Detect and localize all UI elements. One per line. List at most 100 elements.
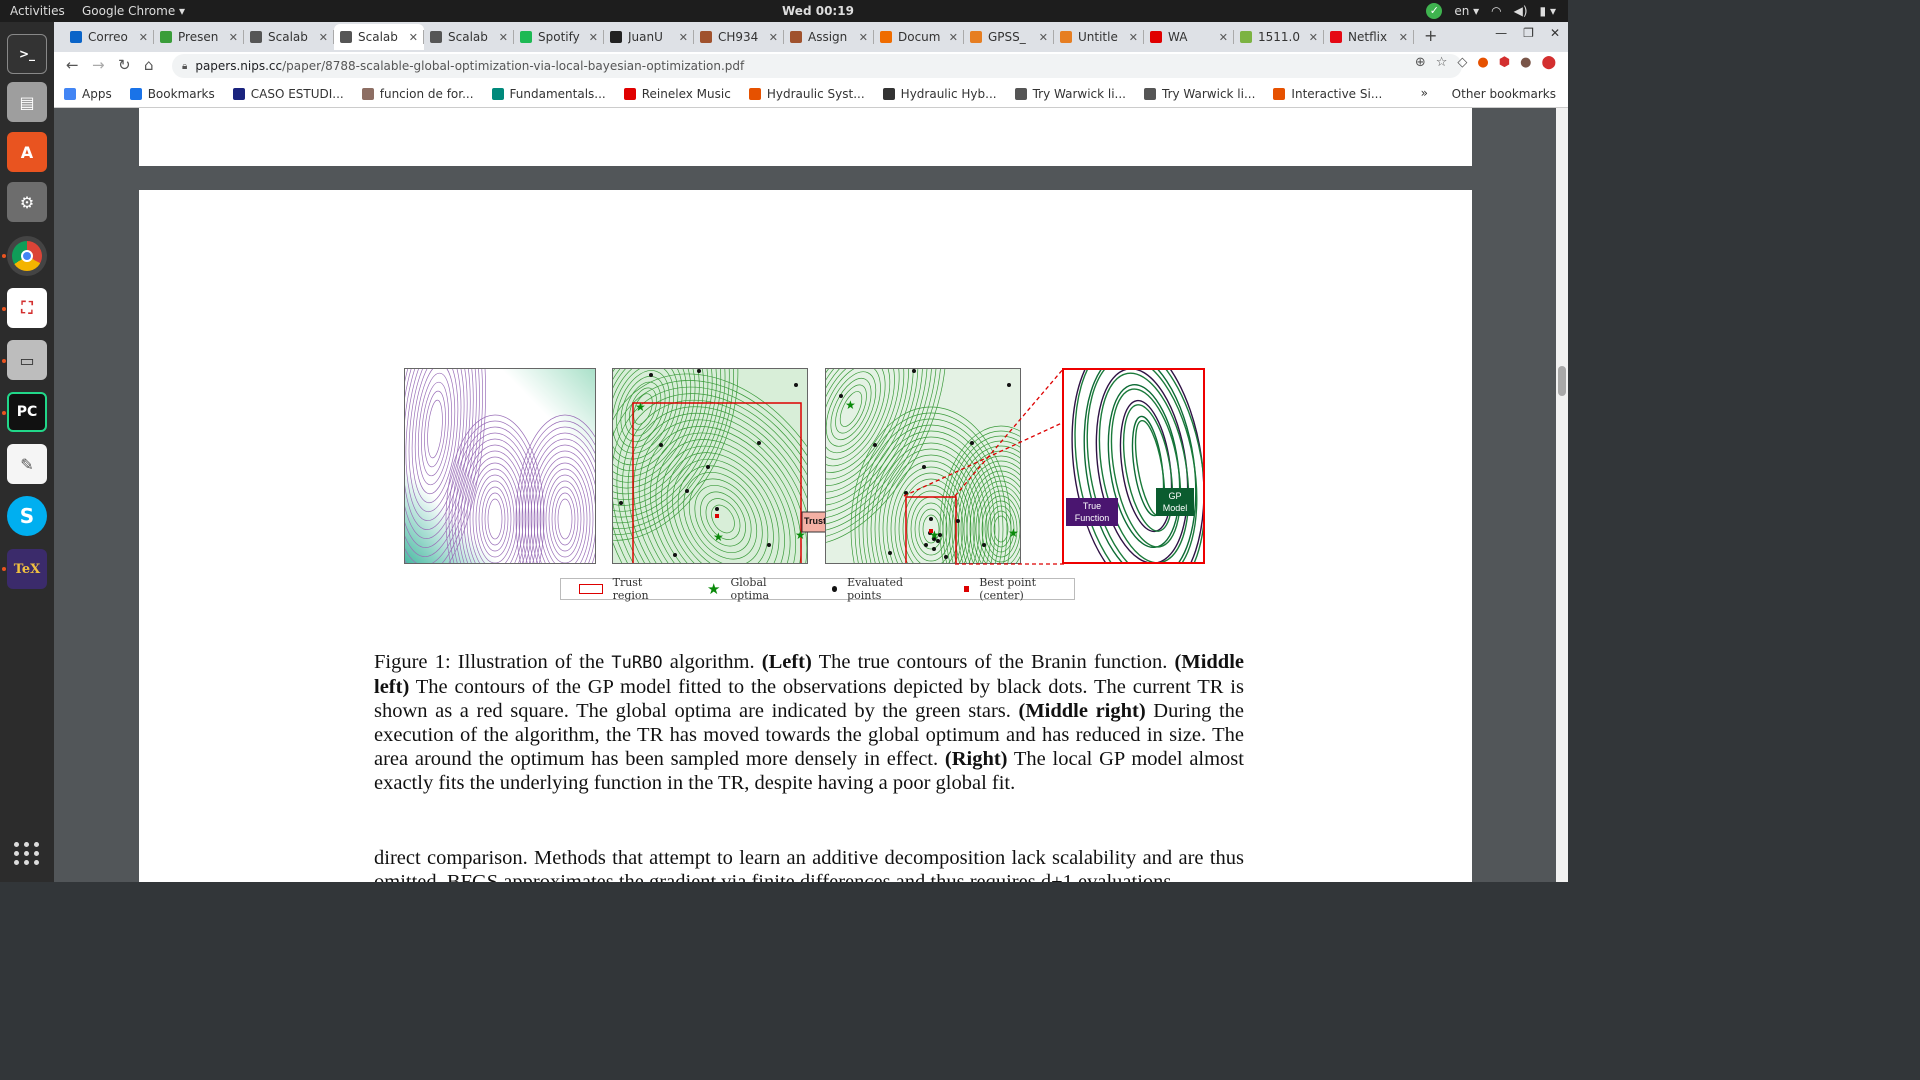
browser-tab[interactable]: Untitle ✕ (1054, 24, 1144, 50)
browser-tab[interactable]: WA ✕ (1144, 24, 1234, 50)
global-optimum-star: ★ (845, 398, 856, 412)
minimize-icon[interactable]: — (1495, 26, 1508, 40)
text-editor-icon[interactable]: ✎ (7, 444, 47, 484)
pdf-viewer[interactable]: ★ ★ ★ Trust Region Update ★ (54, 108, 1568, 882)
pycharm-icon[interactable]: PC (7, 392, 47, 432)
volume-icon[interactable]: ◀) (1513, 4, 1528, 18)
browser-tab[interactable]: Assign ✕ (784, 24, 874, 50)
activities-button[interactable]: Activities (10, 4, 65, 18)
address-bar[interactable]: 🔒︎ papers.nips.cc /paper/8788-scalable-g… (172, 54, 1462, 78)
new-tab-button[interactable]: + (1424, 26, 1438, 45)
chrome-icon[interactable] (7, 236, 47, 276)
bookmark-item[interactable]: Try Warwick li... (1144, 87, 1255, 101)
skype-icon[interactable]: S (7, 496, 47, 536)
language-indicator[interactable]: en ▾ (1454, 4, 1480, 18)
browser-tab[interactable]: Scalab ✕ (424, 24, 514, 50)
zoom-icon[interactable]: ⊕ (1414, 55, 1426, 70)
maximize-icon[interactable]: ❐ (1523, 26, 1534, 40)
plot-gp-model: ★ ★ ★ (612, 368, 808, 564)
browser-tab[interactable]: JuanU ✕ (604, 24, 694, 50)
extension-fire-icon[interactable]: ● (1477, 55, 1489, 70)
battery-icon[interactable]: ▮ ▾ (1539, 4, 1556, 18)
scanner-icon[interactable]: ▭ (7, 340, 47, 380)
app-menu[interactable]: Google Chrome ▾ (82, 4, 186, 18)
tab-strip: Correo ✕ Presen ✕ Scalab ✕ Scalab ✕ Scalab ✕ Spoti… (64, 24, 1447, 52)
back-icon[interactable]: ← (66, 56, 79, 74)
bookmark-item[interactable]: CASO ESTUDI... (232, 87, 344, 101)
settings-icon[interactable]: ⚙ (7, 182, 47, 222)
extension-dropbox-icon[interactable]: ◇ (1457, 55, 1468, 70)
other-bookmarks-folder[interactable]: Other bookmarks (1451, 87, 1556, 101)
tex-editor-icon[interactable]: TeX (7, 549, 47, 589)
extension-adblock-icon[interactable]: ⬢ (1498, 55, 1511, 70)
browser-tab[interactable]: Correo ✕ (64, 24, 154, 50)
tab-close-icon[interactable]: ✕ (1128, 30, 1138, 44)
tab-close-icon[interactable]: ✕ (228, 30, 238, 44)
profile-avatar[interactable]: ● (1520, 55, 1532, 70)
evaluated-point (757, 441, 761, 445)
bookmark-favicon-icon (361, 87, 374, 100)
bookmark-item[interactable]: funcion de for... (361, 87, 474, 101)
tab-favicon-icon (610, 31, 622, 43)
tab-close-icon[interactable]: ✕ (1038, 30, 1048, 44)
close-window-icon[interactable]: ✕ (1549, 26, 1560, 40)
bookmark-item[interactable]: Try Warwick li... (1014, 87, 1126, 101)
wifi-icon[interactable]: ◠ (1491, 4, 1502, 18)
browser-tab[interactable]: 1511.0 ✕ (1234, 24, 1324, 50)
pdf-viewer-icon[interactable]: ⛶ (7, 288, 47, 328)
bookmark-favicon-icon (491, 87, 504, 100)
figure-1: ★ ★ ★ Trust Region Update ★ (404, 368, 1209, 568)
tab-title: Netflix (1348, 30, 1388, 44)
global-optimum-star: ★ (795, 528, 806, 542)
clock[interactable]: Wed 00:19 (782, 4, 854, 18)
reload-icon[interactable]: ↻ (118, 56, 131, 74)
tab-close-icon[interactable]: ✕ (768, 30, 778, 44)
bookmark-item[interactable]: Interactive Si... (1273, 87, 1382, 101)
tab-close-icon[interactable]: ✕ (138, 30, 148, 44)
browser-tab[interactable]: GPSS_ ✕ (964, 24, 1054, 50)
evaluated-point (673, 553, 677, 557)
bookmark-item[interactable]: Bookmarks (129, 87, 215, 101)
update-check-icon[interactable]: ✓ (1426, 3, 1443, 19)
bookmark-item[interactable]: Reinelex Music (623, 87, 731, 101)
browser-tab[interactable]: Netflix ✕ (1324, 24, 1414, 50)
tab-close-icon[interactable]: ✕ (588, 30, 598, 44)
evaluated-point (956, 519, 960, 523)
tab-close-icon[interactable]: ✕ (858, 30, 868, 44)
home-icon[interactable]: ⌂ (144, 56, 154, 74)
trust-region-square (905, 496, 957, 563)
bookmark-item[interactable]: Fundamentals... (491, 87, 606, 101)
bookmark-item[interactable]: Hydraulic Hyb... (882, 87, 997, 101)
browser-tab[interactable]: Docum ✕ (874, 24, 964, 50)
tab-close-icon[interactable]: ✕ (1308, 30, 1318, 44)
tab-close-icon[interactable]: ✕ (1218, 30, 1228, 44)
tab-close-icon[interactable]: ✕ (1398, 30, 1408, 44)
tab-close-icon[interactable]: ✕ (948, 30, 958, 44)
software-center-icon[interactable]: A (7, 132, 47, 172)
tab-close-icon[interactable]: ✕ (408, 30, 418, 44)
tab-title: Scalab (448, 30, 488, 44)
show-applications-icon[interactable] (14, 842, 40, 865)
browser-tab[interactable]: Spotify ✕ (514, 24, 604, 50)
bookmark-star-icon[interactable]: ☆ (1435, 55, 1448, 70)
browser-tab[interactable]: Scalab ✕ (244, 24, 334, 50)
forward-icon[interactable]: → (92, 56, 105, 74)
evaluated-point (982, 543, 986, 547)
pdf-scrollbar[interactable] (1556, 108, 1568, 882)
browser-tab[interactable]: Presen ✕ (154, 24, 244, 50)
lock-icon[interactable]: 🔒︎ (182, 60, 188, 72)
bookmarks-overflow-icon[interactable]: » (1420, 86, 1428, 100)
tab-close-icon[interactable]: ✕ (318, 30, 328, 44)
bookmark-item[interactable]: Apps (64, 87, 112, 101)
browser-tab[interactable]: Scalab ✕ (334, 24, 424, 50)
extension-stop-icon[interactable]: ⬤ (1541, 55, 1556, 70)
bookmark-item[interactable]: Hydraulic Syst... (748, 87, 865, 101)
pdf-scrollbar-thumb[interactable] (1558, 366, 1566, 396)
browser-tab[interactable]: CH934 ✕ (694, 24, 784, 50)
tab-close-icon[interactable]: ✕ (498, 30, 508, 44)
pdf-page: ★ ★ ★ Trust Region Update ★ (139, 190, 1472, 882)
terminal-icon[interactable]: >_ (7, 34, 47, 74)
tab-close-icon[interactable]: ✕ (678, 30, 688, 44)
files-icon[interactable]: ▤ (7, 82, 47, 122)
bookmark-favicon-icon (1273, 87, 1286, 100)
